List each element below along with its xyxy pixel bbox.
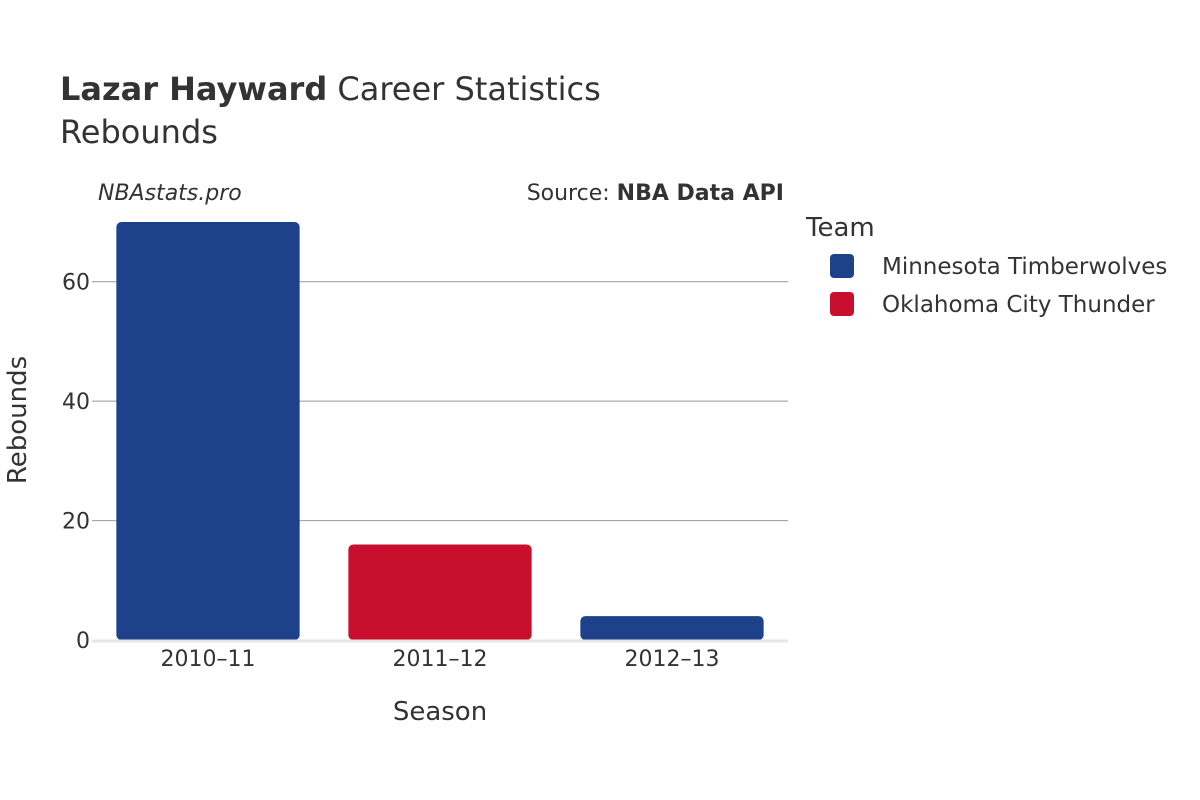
chart-title-rest: Career Statistics [327,70,601,108]
axis-ticks: 0 20 40 60 2010–11 2011–12 2012–13 [62,271,788,672]
legend-entry: Oklahoma City Thunder [882,292,1155,318]
legend: Team Minnesota Timberwolves Oklahoma City… [805,213,1167,318]
source-name: NBA Data API [617,181,784,206]
y-tick-label: 20 [62,510,90,535]
source-credit: Source: NBA Data API [527,181,784,206]
y-axis-label: Rebounds [3,356,33,484]
legend-entry: Minnesota Timberwolves [882,254,1167,280]
bar-2010–11 [116,222,300,640]
chart-title: Lazar Hayward Career Statistics [60,70,601,108]
y-tick-label: 60 [62,271,90,296]
chart-title-bold: Lazar Hayward [60,70,327,108]
y-tick-label: 40 [62,390,90,415]
legend-title: Team [805,213,875,243]
y-tick-label: 0 [76,629,90,654]
chart-subtitle: Rebounds [60,113,218,151]
legend-swatch [830,292,854,316]
legend-swatch [830,254,854,278]
bar-2012–13 [580,616,764,640]
x-tick-label: 2012–13 [625,647,720,672]
x-axis-label: Season [393,697,487,727]
site-credit: NBAstats.pro [98,181,242,206]
bars [116,222,764,640]
bar-2011–12 [348,544,532,640]
x-tick-label: 2010–11 [161,647,256,672]
source-prefix: Source: [527,181,617,206]
x-tick-label: 2011–12 [393,647,488,672]
